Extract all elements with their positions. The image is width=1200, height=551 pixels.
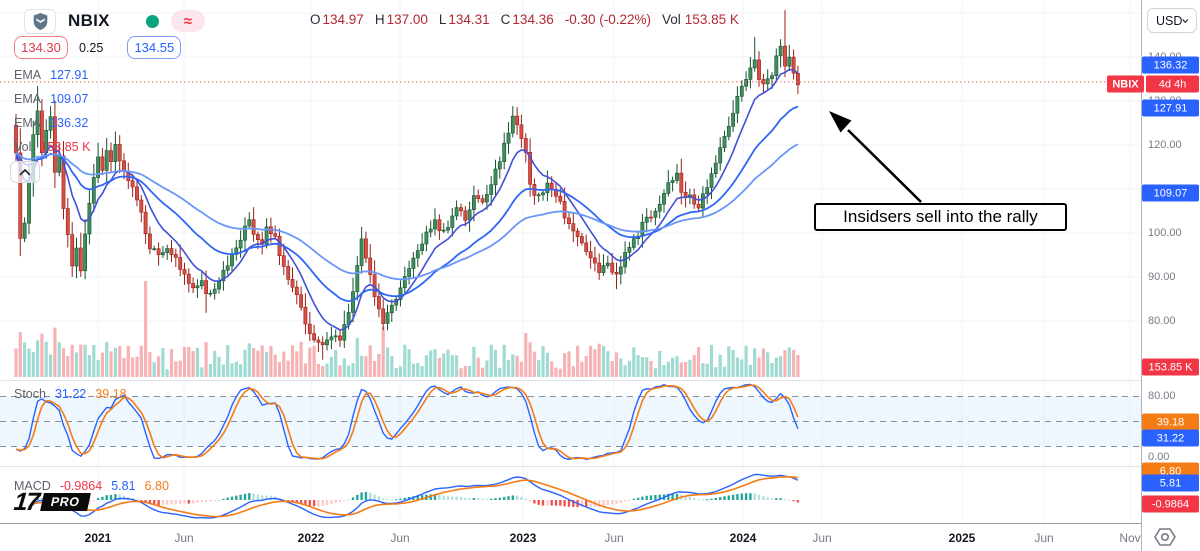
price-axis-label: 80.00	[1148, 315, 1176, 327]
bid-ask-panel: 134.30 0.25 134.55	[14, 36, 182, 59]
axis-value-badge: 136.32	[1142, 56, 1199, 74]
time-axis-label: Jun	[1034, 531, 1054, 545]
candles	[14, 45, 800, 346]
high-value: H 137.00	[374, 12, 428, 27]
time-axis-label: Jun	[174, 531, 194, 545]
symbol-header: NBIX ≈	[24, 8, 205, 34]
stoch-axis-label: 0.00	[1148, 451, 1170, 463]
chart-canvas[interactable]	[0, 0, 1141, 523]
shield-icon	[33, 12, 47, 30]
tradingview-logo[interactable]: 17 PRO	[12, 488, 91, 516]
chevron-up-icon	[19, 168, 31, 176]
bar-countdown-badge: 4d 4h	[1146, 75, 1199, 93]
axis-value-badge: 109.07	[1142, 184, 1199, 202]
legend-ema-3[interactable]: EMA 136.32	[14, 116, 89, 130]
pane-divider-macd[interactable]	[0, 466, 1141, 467]
price-axis-label: 120.00	[1148, 139, 1182, 151]
time-axis-label: Jun	[604, 531, 624, 545]
pro-badge: PRO	[39, 493, 91, 511]
pane-divider-stoch[interactable]	[0, 380, 1141, 381]
currency-dropdown[interactable]: USD	[1147, 8, 1197, 33]
time-axis-label: Jun	[390, 531, 410, 545]
axis-value-badge: 153.85 K	[1142, 358, 1199, 376]
axis-value-badge: 127.91	[1142, 99, 1199, 117]
legend-ema-2[interactable]: EMA 109.07	[14, 92, 89, 106]
axis-value-badge: 31.22	[1142, 429, 1199, 447]
price-axis-label: 90.00	[1148, 271, 1176, 283]
logo-mark: 17	[12, 488, 40, 516]
symbol-name[interactable]: NBIX	[68, 11, 110, 30]
macd-histogram	[32, 492, 800, 509]
timezone-settings-icon[interactable]	[1154, 527, 1176, 551]
symbol-logo[interactable]	[24, 8, 56, 34]
open-value: O 134.97	[310, 12, 364, 27]
legend-collapse-button[interactable]	[10, 161, 40, 183]
stoch-axis-label: 80.00	[1148, 390, 1176, 402]
price-line-symbol-badge: NBIX	[1107, 75, 1144, 93]
legend-macd[interactable]: MACD -0.9864 5.81 6.80	[14, 479, 169, 493]
price-axis-label: 100.00	[1148, 227, 1182, 239]
time-axis-label: 2025	[948, 531, 976, 545]
time-axis-label: Nov	[1119, 531, 1141, 545]
ohlc-row: O 134.97 H 137.00 L 134.31 C 134.36 -0.30 (-…	[310, 12, 739, 27]
spread-value: 0.25	[79, 40, 104, 55]
legend-stoch[interactable]: Stoch 31.22 39.18	[14, 387, 127, 401]
time-axis-label: 2024	[729, 531, 757, 545]
time-axis-label: 2023	[509, 531, 537, 545]
chevron-down-icon	[1182, 18, 1189, 23]
time-axis[interactable]: 2021 Jun 2022 Jun 2023 Jun 2024 Jun 2025 Jun Nov	[0, 523, 1141, 551]
time-axis-label: 2021	[84, 531, 112, 545]
time-axis-label: Jun	[812, 531, 832, 545]
change-value: -0.30 (-0.22%)	[564, 12, 652, 27]
legend-volume[interactable]: Vol 153.85 K	[14, 140, 91, 154]
close-value: C 134.36	[500, 12, 554, 27]
ask-button[interactable]: 134.55	[127, 36, 182, 59]
annotation-label[interactable]: Insidsers sell into the rally	[814, 203, 1067, 231]
axis-value-badge: -0.9864	[1142, 495, 1199, 513]
legend-ema-1[interactable]: EMA 127.91	[14, 68, 89, 82]
time-axis-label: 2022	[297, 531, 325, 545]
delayed-data-icon[interactable]: ≈	[170, 10, 205, 32]
axis-value-badge: 5.81	[1142, 474, 1199, 492]
bid-button[interactable]: 134.30	[14, 36, 68, 59]
currency-label: USD	[1156, 13, 1183, 28]
volume-value: Vol 153.85 K	[662, 12, 739, 27]
market-status-icon[interactable]	[145, 14, 159, 28]
axis-value-badge: 39.18	[1142, 413, 1199, 431]
low-value: L 134.31	[438, 12, 490, 27]
